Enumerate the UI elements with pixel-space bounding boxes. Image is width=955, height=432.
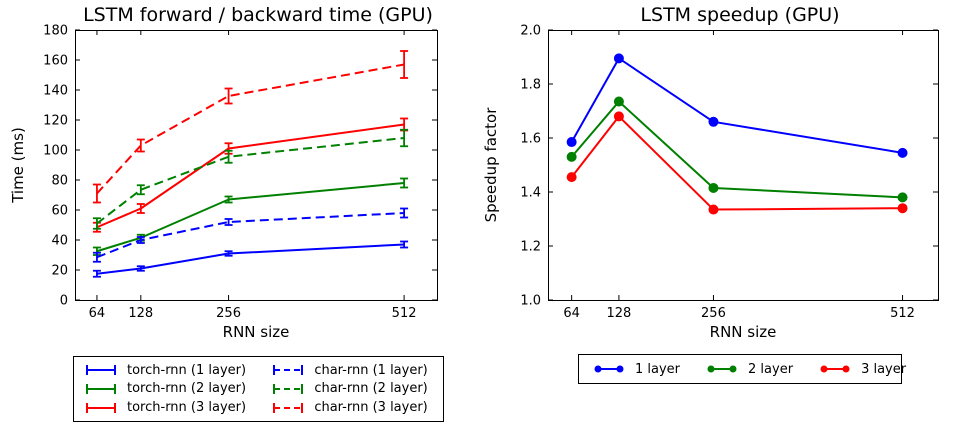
errorbar-line-icon <box>86 365 116 376</box>
speedup-chart-title: LSTM speedup (GPU) <box>640 4 840 26</box>
legend-marker <box>616 365 624 373</box>
x-tick-label: 64 <box>563 306 580 321</box>
y-tick-label: 1.0 <box>520 294 541 309</box>
legend-marker <box>594 365 602 373</box>
y-axis-label: Time (ms) <box>9 127 27 204</box>
x-tick-label: 512 <box>890 306 915 321</box>
y-tick-label: 80 <box>51 174 68 189</box>
line-with-markers-icon <box>820 365 850 373</box>
data-point-marker <box>897 203 908 214</box>
data-point-marker <box>897 147 908 158</box>
errorbar-line-icon <box>86 402 116 413</box>
line-with-markers-icon <box>707 365 737 373</box>
legend-entry: 3 layer <box>817 362 906 377</box>
errorbar-line-icon <box>86 383 116 394</box>
x-tick-label: 128 <box>128 306 153 321</box>
plot-frame <box>75 30 438 301</box>
legend-label: torch-rnn (1 layer) <box>127 362 247 378</box>
series-line-1 <box>570 100 903 199</box>
data-point-marker <box>566 137 577 148</box>
y-tick-label: 20 <box>51 264 68 279</box>
y-tick-label: 2.0 <box>520 24 541 39</box>
legend-entry: torch-rnn (1 layer) <box>83 363 252 378</box>
errorbar-line-icon <box>273 402 304 413</box>
series-line-1 <box>96 182 405 253</box>
legend-marker <box>729 365 737 373</box>
data-point-marker <box>613 96 624 107</box>
series-line-2 <box>96 123 405 229</box>
legend-label: torch-rnn (2 layer) <box>127 381 247 397</box>
series-line-0 <box>570 57 903 154</box>
errorbar-line-icon <box>273 383 304 394</box>
legend-entry: 1 layer <box>591 362 680 377</box>
x-axis-label: RNN size <box>710 323 777 341</box>
plot-frame <box>548 30 939 301</box>
line-with-markers-icon <box>594 365 624 373</box>
legend-entry: char-rnn (3 layer) <box>270 400 434 415</box>
series-line-2 <box>570 115 903 211</box>
y-tick-label: 40 <box>51 234 68 249</box>
y-tick-label: 180 <box>43 24 68 39</box>
legend-entry: 2 layer <box>704 362 793 377</box>
x-tick-label: 512 <box>392 306 417 321</box>
legend-label: 2 layer <box>748 361 794 377</box>
y-tick-label: 1.2 <box>520 240 541 255</box>
time-chart: 64 128 256 512 0 20 40 60 80 100 120 140 160 180 RNN s… <box>9 24 438 341</box>
x-axis-label: RNN size <box>223 323 290 341</box>
y-tick-label: 100 <box>43 144 68 159</box>
legend-entry: char-rnn (2 layer) <box>270 381 434 396</box>
x-tick-label: 256 <box>701 306 726 321</box>
y-tick-label: 60 <box>51 204 68 219</box>
legend-entry: torch-rnn (2 layer) <box>83 381 252 396</box>
y-tick-label: 0 <box>60 294 68 309</box>
speedup-chart: 64 128 256 512 1.0 1.2 1.4 1.6 1.8 2.0 RNN size Spe… <box>482 24 939 341</box>
time-chart-title: LSTM forward / backward time (GPU) <box>83 4 433 26</box>
data-point-marker <box>897 192 908 203</box>
speedup-chart-legend: 1 layer 2 layer 3 layer <box>578 354 906 384</box>
legend-label: 3 layer <box>861 361 907 377</box>
series-line-0 <box>96 243 405 275</box>
legend-entry: torch-rnn (3 layer) <box>83 400 252 415</box>
legend-marker <box>820 365 828 373</box>
series-line-5 <box>96 63 405 195</box>
y-tick-label: 1.4 <box>520 186 541 201</box>
errorbar-line-icon <box>273 365 304 376</box>
legend-marker <box>707 365 715 373</box>
y-tick-label: 140 <box>43 84 68 99</box>
data-point-marker <box>566 151 577 162</box>
x-tick-label: 256 <box>216 306 241 321</box>
legend-label: 1 layer <box>635 361 681 377</box>
data-point-marker <box>613 111 624 122</box>
data-point-marker <box>708 182 719 193</box>
data-point-marker <box>566 172 577 183</box>
legend-label: torch-rnn (3 layer) <box>127 400 247 416</box>
x-tick-label: 64 <box>89 306 106 321</box>
data-point-marker <box>708 116 719 127</box>
y-tick-label: 1.8 <box>520 78 541 93</box>
time-chart-legend: torch-rnn (1 layer) torch-rnn (2 layer) to… <box>73 356 444 422</box>
legend-label: char-rnn (2 layer) <box>314 381 428 397</box>
data-point-marker <box>613 53 624 64</box>
legend-label: char-rnn (1 layer) <box>314 362 428 378</box>
y-axis-label: Speedup factor <box>482 107 500 223</box>
legend-entry: char-rnn (1 layer) <box>270 363 434 378</box>
data-point-marker <box>708 204 719 215</box>
y-tick-label: 120 <box>43 114 68 129</box>
legend-label: char-rnn (3 layer) <box>314 400 428 416</box>
y-tick-label: 1.6 <box>520 132 541 147</box>
y-tick-label: 160 <box>43 54 68 69</box>
legend-marker <box>842 365 850 373</box>
series-line-4 <box>96 137 405 225</box>
x-tick-label: 128 <box>606 306 631 321</box>
series-line-3 <box>96 212 405 259</box>
